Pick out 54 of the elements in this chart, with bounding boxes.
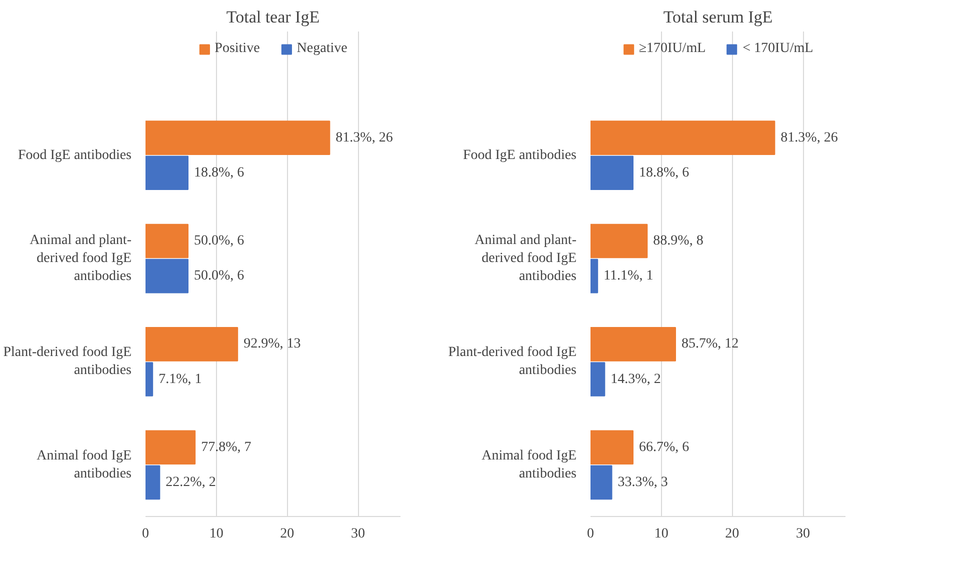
data-label: 81.3%, 26: [336, 130, 393, 146]
chart-title: Total tear IgE: [226, 8, 320, 26]
legend-label: < 170IU/mL: [742, 41, 814, 57]
bar: [146, 362, 154, 396]
x-tick-label: 0: [587, 526, 594, 542]
bar: [590, 327, 676, 362]
data-label: 33.3%, 3: [618, 474, 668, 490]
legend-label: Negative: [296, 41, 348, 57]
x-tick-label: 30: [796, 526, 810, 542]
y-tick-label: Animal food IgE antibodies: [36, 448, 132, 482]
bar: [146, 258, 188, 294]
data-label: 81.3%, 26: [780, 130, 838, 146]
x-tick-label: 10: [209, 526, 224, 542]
x-tick-label: 20: [725, 526, 740, 542]
y-tick-label: Plant-derived food IgE antibodies: [3, 345, 132, 378]
bar: [146, 156, 188, 190]
y-tick-label: Food IgE antibodies: [462, 148, 576, 163]
y-tick-label: Food IgE antibodies: [18, 148, 132, 163]
legend-label: ≥170IU/mL: [638, 41, 706, 57]
data-label: 77.8%, 7: [201, 440, 252, 455]
data-label: 7.1%, 1: [158, 372, 202, 387]
x-tick-label: 0: [142, 526, 149, 542]
bar: [146, 120, 330, 155]
chart-title: Total serum IgE: [663, 8, 773, 26]
bar: [590, 258, 598, 294]
data-label: 92.9%, 13: [244, 336, 301, 352]
y-tick-label: Animal food IgE antibodies: [482, 448, 577, 482]
legend-label: Positive: [214, 41, 260, 57]
data-label: 66.7%, 6: [639, 440, 690, 455]
data-label: 88.9%, 8: [653, 233, 704, 248]
bar: [590, 224, 648, 258]
bar: [590, 465, 612, 500]
x-tick-label: 30: [351, 526, 365, 542]
bar: [146, 465, 160, 500]
bar: [146, 430, 196, 465]
x-tick-label: 20: [280, 526, 294, 542]
data-label: 85.7%, 12: [682, 336, 739, 352]
x-tick-label: 10: [654, 526, 668, 542]
data-label: 18.8%, 6: [194, 165, 244, 180]
data-label: 11.1%, 1: [604, 268, 654, 284]
bar: [590, 156, 634, 190]
y-tick-label: Animal and plant-derived food IgE antibodies: [30, 233, 132, 284]
data-label: 22.2%, 2: [166, 474, 216, 490]
bar: [590, 362, 606, 396]
data-label: 18.8%, 6: [639, 165, 690, 180]
y-tick-label: Plant-derived food IgE antibodies: [448, 345, 576, 378]
data-label: 14.3%, 2: [610, 372, 661, 387]
bar: [590, 120, 776, 155]
data-label: 50.0%, 6: [194, 268, 244, 284]
y-tick-label: Animal and plant-derived food IgE antibodies: [474, 233, 577, 284]
bar: [146, 327, 238, 362]
bar: [146, 224, 188, 258]
bar: [590, 430, 634, 465]
data-label: 50.0%, 6: [194, 233, 244, 248]
